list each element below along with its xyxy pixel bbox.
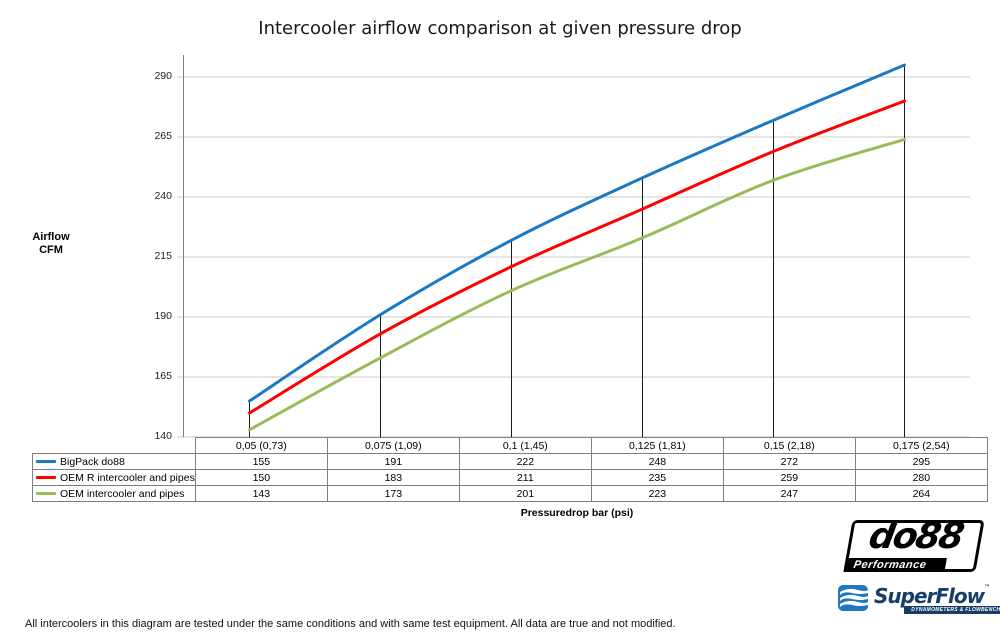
footer-note: All intercoolers in this diagram are tes… bbox=[25, 618, 676, 630]
y-tick-label-190: 190 bbox=[154, 310, 172, 322]
legend-swatch bbox=[36, 476, 56, 480]
superflow-logo-tagline: DYNAMOMETERS & FLOWBENCHES bbox=[904, 606, 1000, 614]
value-cell-2-0: 143 bbox=[194, 485, 328, 502]
chart-title: Intercooler airflow comparison at given … bbox=[258, 18, 742, 39]
value-cell-1-5: 280 bbox=[854, 469, 988, 486]
y-axis-title: Airflow CFM bbox=[26, 231, 76, 257]
y-tick-label-215: 215 bbox=[154, 250, 172, 262]
y-tick-label-240: 240 bbox=[154, 190, 172, 202]
value-cell-0-2: 222 bbox=[458, 453, 592, 470]
table-row-1: OEM R intercooler and pipes 150 183 211 235 2… bbox=[32, 469, 988, 486]
value-cell-0-0: 155 bbox=[194, 453, 328, 470]
value-cell-2-5: 264 bbox=[854, 485, 988, 502]
superflow-wave-icon bbox=[838, 585, 868, 611]
category-header-4: 0,15 (2,18) bbox=[722, 437, 856, 454]
x-axis-title: Pressuredrop bar (psi) bbox=[520, 507, 634, 519]
value-cell-1-4: 259 bbox=[722, 469, 856, 486]
superflow-logo-text: SuperFlow™ bbox=[874, 584, 990, 608]
value-cell-1-3: 235 bbox=[590, 469, 724, 486]
superflow-logo: SuperFlow™ DYNAMOMETERS & FLOWBENCHES bbox=[838, 584, 1000, 618]
superflow-wordmark: SuperFlow bbox=[874, 584, 985, 608]
do88-logo-tagline: Performance bbox=[843, 558, 947, 572]
value-cell-2-3: 223 bbox=[590, 485, 724, 502]
legend-label: BigPack do88 bbox=[60, 455, 125, 468]
do88-logo-text: do88 bbox=[865, 516, 966, 557]
y-tick-label-290: 290 bbox=[154, 70, 172, 82]
data-table: 0,05 (0,73) 0,075 (1,09) 0,1 (1,45) 0,125 (… bbox=[32, 437, 988, 502]
value-cell-1-2: 211 bbox=[458, 469, 592, 486]
y-axis-title-line2: CFM bbox=[39, 244, 63, 256]
table-corner-cell bbox=[33, 438, 196, 454]
value-cell-0-4: 272 bbox=[722, 453, 856, 470]
y-tick-label-265: 265 bbox=[154, 130, 172, 142]
table-header-row: 0,05 (0,73) 0,075 (1,09) 0,1 (1,45) 0,125 (… bbox=[33, 437, 988, 454]
series-line-bigpack-do88 bbox=[248, 63, 906, 403]
legend-label: OEM intercooler and pipes bbox=[60, 487, 185, 500]
value-cell-0-3: 248 bbox=[590, 453, 724, 470]
category-header-0: 0,05 (0,73) bbox=[194, 437, 328, 454]
legend-cell-0: BigPack do88 bbox=[32, 453, 196, 470]
legend-cell-1: OEM R intercooler and pipes bbox=[32, 469, 196, 486]
legend-swatch bbox=[36, 492, 56, 496]
value-cell-2-1: 173 bbox=[326, 485, 460, 502]
value-cell-1-1: 183 bbox=[326, 469, 460, 486]
category-header-5: 0,175 (2,54) bbox=[854, 437, 988, 454]
y-tick-label-140: 140 bbox=[154, 430, 172, 442]
category-header-1: 0,075 (1,09) bbox=[326, 437, 460, 454]
value-cell-0-1: 191 bbox=[326, 453, 460, 470]
series-line-oem-r-intercooler-and-pipes bbox=[248, 99, 906, 415]
legend-cell-2: OEM intercooler and pipes bbox=[32, 485, 196, 502]
value-cell-1-0: 150 bbox=[194, 469, 328, 486]
table-row-2: OEM intercooler and pipes 143 173 201 223 247… bbox=[32, 485, 988, 502]
series-line-oem-intercooler-and-pipes bbox=[248, 137, 906, 432]
trademark-symbol: ™ bbox=[984, 584, 991, 591]
category-header-3: 0,125 (1,81) bbox=[590, 437, 724, 454]
y-tick-label-165: 165 bbox=[154, 370, 172, 382]
y-axis-title-line1: Airflow bbox=[32, 231, 70, 243]
value-cell-2-4: 247 bbox=[722, 485, 856, 502]
legend-label: OEM R intercooler and pipes bbox=[60, 471, 195, 484]
category-header-2: 0,1 (1,45) bbox=[458, 437, 592, 454]
do88-logo: do88 Performance bbox=[843, 516, 985, 572]
value-cell-0-5: 295 bbox=[854, 453, 988, 470]
legend-swatch bbox=[36, 460, 56, 464]
table-row-0: BigPack do88 155 191 222 248 272 295 bbox=[32, 453, 988, 470]
value-cell-2-2: 201 bbox=[458, 485, 592, 502]
